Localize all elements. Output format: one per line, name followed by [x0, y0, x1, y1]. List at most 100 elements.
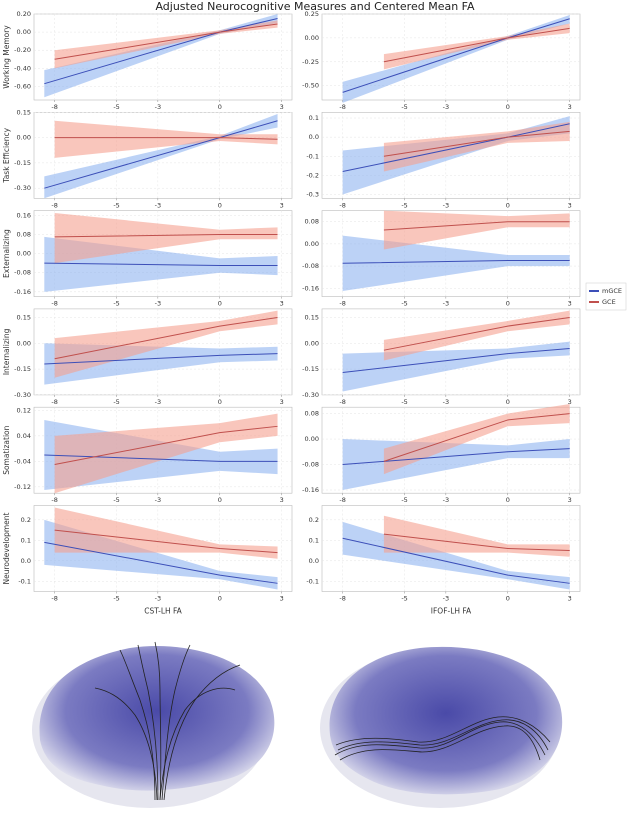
y-tick-label: -0.16 — [14, 288, 31, 296]
regression-line — [54, 317, 278, 360]
y-tick-label: -0.16 — [302, 486, 319, 494]
x-tick-label: -3 — [155, 300, 161, 308]
confidence-band — [342, 235, 570, 292]
x-tick-label: -8 — [51, 496, 57, 504]
y-tick-label: 0.08 — [305, 410, 319, 418]
y-tick-label: 0.20 — [17, 10, 31, 18]
regression-line — [383, 221, 570, 231]
y-tick-label: 0.0 — [309, 133, 319, 141]
panel: 0.1 0.0 -0.1 -0.2 -0.3 -8 -5 -3 0 3 — [306, 112, 581, 209]
x-tick-label: -8 — [339, 595, 345, 603]
x-tick-label: 3 — [280, 496, 284, 504]
regression-line — [54, 23, 278, 60]
x-axis-label: CST-LH FA — [144, 607, 182, 616]
regression-line — [342, 260, 570, 264]
panel: 0.15 0.00 -0.15 -0.30 -8 -5 -3 0 3 Internalizing — [2, 308, 293, 406]
x-tick-label: 3 — [568, 595, 572, 603]
y-axis-label: Task Efficiency — [2, 127, 11, 183]
confidence-band — [342, 521, 570, 590]
y-tick-label: 0.08 — [305, 218, 319, 226]
confidence-band — [383, 210, 570, 250]
y-tick-label: 0.00 — [17, 250, 31, 258]
y-axis-label: Internalizing — [2, 328, 11, 375]
x-tick-label: 3 — [568, 496, 572, 504]
x-tick-label: -5 — [401, 201, 407, 209]
x-tick-label: -5 — [113, 398, 119, 406]
y-tick-label: -0.2 — [306, 171, 319, 179]
y-tick-label: -0.30 — [14, 184, 31, 192]
y-tick-label: -0.12 — [14, 483, 31, 491]
x-axis-label: IFOF-LH FA — [431, 607, 472, 616]
x-tick-label: 0 — [506, 496, 510, 504]
regression-line — [44, 262, 278, 267]
x-tick-label: 0 — [218, 300, 222, 308]
y-tick-label: 0.08 — [17, 230, 31, 238]
y-tick-label: -0.30 — [14, 391, 31, 399]
x-tick-label: -3 — [443, 300, 449, 308]
panel: 0.25 0.00 -0.25 -0.50 -8 -5 -3 0 3 — [302, 10, 581, 111]
y-tick-label: 0.00 — [17, 28, 31, 36]
x-tick-label: -5 — [113, 595, 119, 603]
x-tick-label: -3 — [155, 496, 161, 504]
y-tick-label: 0.2 — [309, 516, 319, 524]
x-tick-label: 3 — [280, 595, 284, 603]
panel: 0.08 0.00 -0.08 -0.16 -8 -5 -3 0 3 — [302, 404, 581, 504]
x-tick-label: -3 — [443, 398, 449, 406]
confidence-band — [54, 212, 278, 264]
x-tick-label: -5 — [401, 300, 407, 308]
figure-title: Adjusted Neurocognitive Measures and Cen… — [155, 0, 475, 13]
y-tick-label: -0.08 — [14, 269, 31, 277]
regression-line — [383, 533, 570, 552]
x-tick-label: 3 — [280, 300, 284, 308]
x-tick-label: -5 — [401, 103, 407, 111]
y-tick-label: -0.50 — [302, 82, 319, 90]
confidence-band — [44, 14, 278, 98]
y-tick-label: -0.08 — [302, 262, 319, 270]
panel: 0.2 0.1 0.0 -0.1 -8 -5 -3 0 3 IFOF-LH FA — [306, 505, 581, 616]
y-tick-label: 0.00 — [305, 435, 319, 443]
brain-shape — [39, 645, 275, 791]
regression-line — [383, 317, 570, 351]
x-tick-label: -8 — [51, 103, 57, 111]
y-tick-label: 0.0 — [309, 557, 319, 565]
y-tick-label: -0.1 — [306, 152, 319, 160]
panel: 0.15 0.00 -0.15 -0.30 -8 -5 -3 0 3 — [302, 308, 581, 406]
panel: 0.2 0.1 0.0 -0.1 -8 -5 -3 0 3 Neurodevelopment CST… — [2, 505, 293, 616]
panel: 0.15 0.00 -0.15 -0.30 -8 -5 -3 0 3 Task Efficienc… — [2, 108, 293, 209]
y-axis-label: Neurodevelopment — [2, 512, 11, 584]
y-tick-label: -0.40 — [14, 64, 31, 72]
x-tick-label: -8 — [51, 201, 57, 209]
y-tick-label: -0.25 — [302, 58, 319, 66]
brain-right — [320, 646, 563, 808]
x-tick-label: -8 — [51, 300, 57, 308]
x-tick-label: 3 — [568, 398, 572, 406]
confidence-band — [383, 515, 570, 557]
regression-line — [342, 347, 570, 374]
y-tick-label: -0.60 — [14, 82, 31, 90]
y-tick-label: -0.1 — [306, 577, 319, 585]
y-tick-label: 0.00 — [305, 339, 319, 347]
x-tick-label: 0 — [218, 496, 222, 504]
y-tick-label: 0.00 — [305, 34, 319, 42]
x-tick-label: 0 — [506, 103, 510, 111]
y-tick-label: 0.00 — [17, 339, 31, 347]
y-tick-label: 0.12 — [17, 406, 31, 414]
y-tick-label: 0.15 — [17, 314, 31, 322]
x-tick-label: -8 — [51, 398, 57, 406]
regression-line — [44, 454, 278, 462]
y-tick-label: 0.25 — [305, 10, 319, 18]
panel: 0.16 0.08 0.00 -0.08 -0.16 -8 -5 -3 0 3 Externaliz… — [2, 210, 293, 308]
x-tick-label: 0 — [218, 201, 222, 209]
panel: 0.12 0.04 -0.04 -0.12 -8 -5 -3 0 3 Somatization — [2, 406, 293, 504]
x-tick-label: -3 — [443, 595, 449, 603]
y-tick-label: 0.1 — [309, 536, 319, 544]
regression-line — [54, 137, 278, 140]
x-tick-label: -8 — [51, 595, 57, 603]
x-tick-label: 3 — [568, 201, 572, 209]
legend: mGCE GCE — [585, 282, 627, 311]
x-tick-label: 0 — [506, 595, 510, 603]
y-tick-label: -0.15 — [14, 159, 31, 167]
panel: 0.20 0.00 -0.20 -0.40 -0.60 -8 -5 -3 0 3 Working M… — [2, 10, 293, 111]
x-tick-label: -8 — [339, 300, 345, 308]
